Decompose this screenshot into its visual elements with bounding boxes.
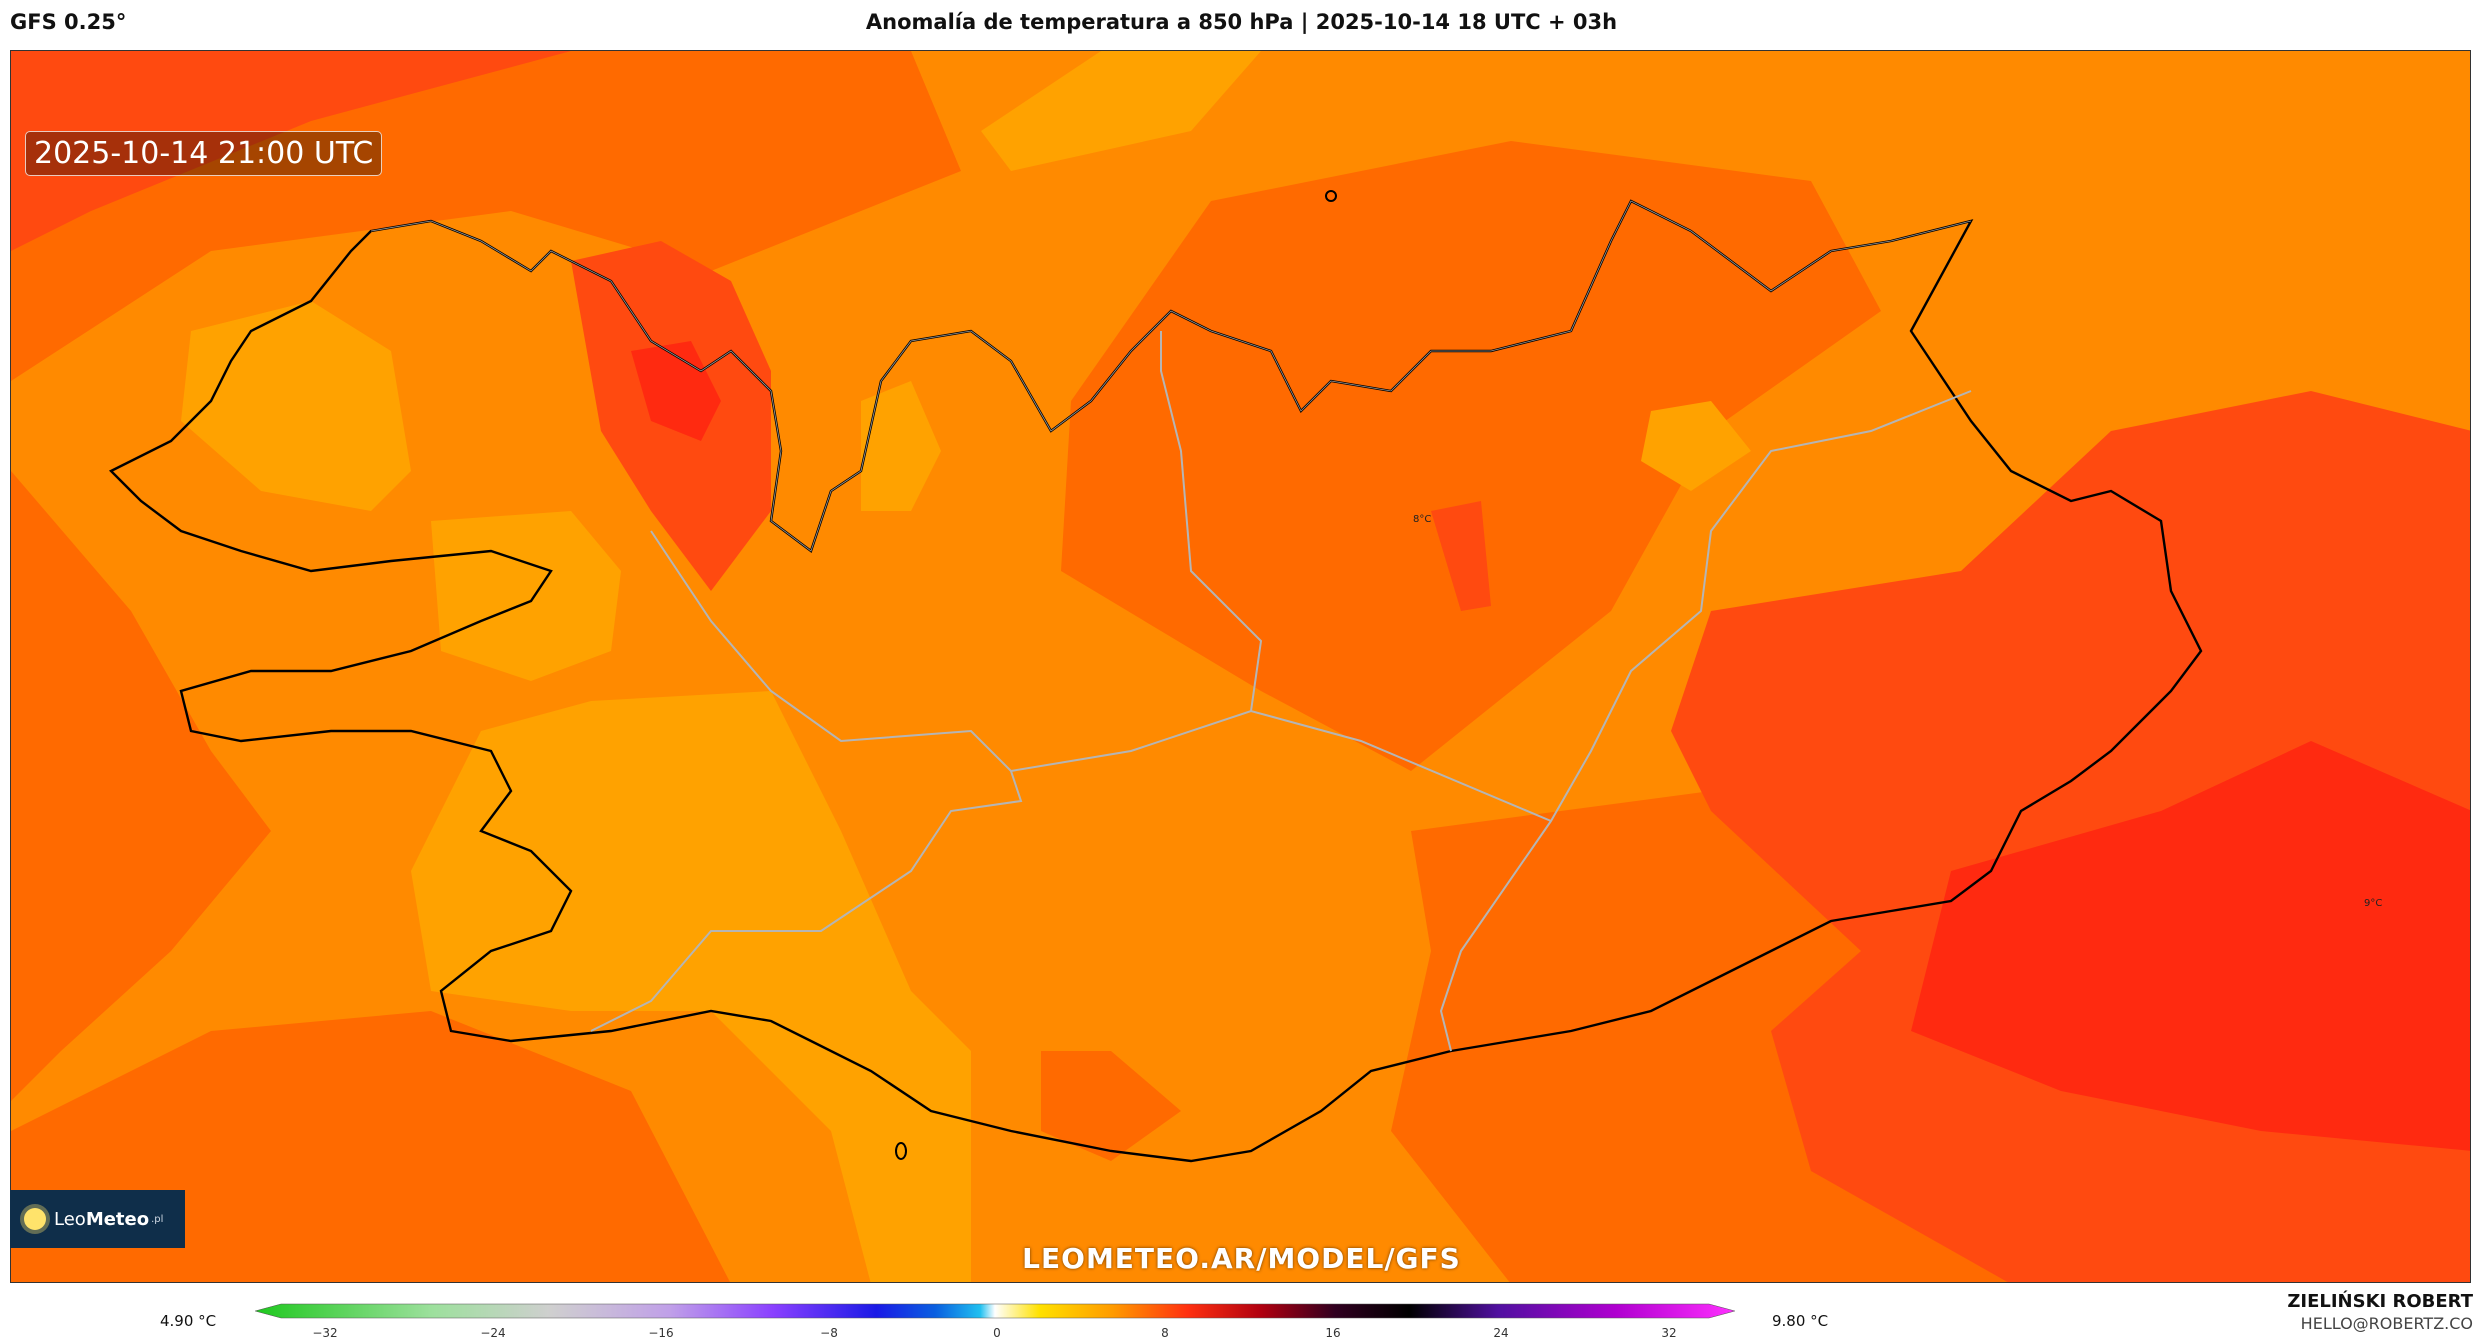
website-watermark: LEOMETEO.AR/MODEL/GFS [1022, 1242, 1461, 1275]
logo-brand-bold: Meteo [85, 1208, 150, 1230]
logo-brand: Leo [54, 1208, 86, 1230]
contour-central-dark [1061, 141, 1881, 771]
author-email[interactable]: HELLO@ROBERTZ.CO [2300, 1314, 2473, 1333]
colorbar-tick: 8 [1161, 1326, 1169, 1340]
colorbar-tick: −8 [820, 1326, 838, 1340]
contour-sw-dark [11, 1011, 730, 1282]
region-borders [590, 331, 1972, 1052]
colorbar-tick: −32 [312, 1326, 338, 1340]
colorbar-tick: −24 [480, 1326, 506, 1340]
iceland-coastline-halo [370, 200, 1972, 552]
map-canvas [11, 51, 2470, 1282]
contour-north-light-2 [861, 381, 941, 511]
contour-central-spot [1431, 501, 1491, 611]
grimsey-island [1325, 190, 1337, 202]
contour-north-light [981, 51, 1261, 171]
westman-island [895, 1142, 907, 1160]
contour-south-light [411, 691, 971, 1282]
map-title: Anomalía de temperatura a 850 hPa | 2025… [865, 10, 1618, 34]
contour-south-dark-spot [1041, 1051, 1181, 1161]
logo-suffix: .pl [151, 1213, 164, 1225]
colorbar-tick: −16 [648, 1326, 674, 1340]
contour-west-light [431, 511, 621, 681]
contour-westfjords-light [181, 301, 411, 511]
temperature-label: 9°C [2364, 898, 2383, 909]
leometeo-logo[interactable]: Leo Meteo .pl [10, 1190, 185, 1248]
colorbar-tick: 16 [1325, 1326, 1341, 1340]
colorbar-max-value: 9.80 °C [1772, 1312, 1829, 1330]
contour-west-dark [11, 471, 271, 1101]
author-name: ZIELIŃSKI ROBERT [2287, 1291, 2473, 1312]
contour-westfjord-peak [631, 341, 721, 441]
colorbar-tick: 32 [1661, 1326, 1677, 1340]
sun-icon [24, 1208, 46, 1230]
contour-ne-light [1641, 401, 1751, 491]
colorbar-tick: 24 [1493, 1326, 1509, 1340]
colorbar-tick: 0 [993, 1326, 1001, 1340]
colorbar [255, 1303, 1735, 1319]
contour-east-deep-red [1911, 741, 2470, 1151]
colorbar-min-value: 4.90 °C [160, 1312, 217, 1330]
temperature-anomaly-map[interactable]: 2025-10-14 21:00 UTC 8°C 9°C [10, 50, 2471, 1283]
temperature-label: 8°C [1413, 514, 1432, 525]
contour-nw-red [11, 51, 571, 251]
valid-time-stamp: 2025-10-14 21:00 UTC [25, 131, 383, 176]
model-name: GFS 0.25° [10, 10, 127, 34]
